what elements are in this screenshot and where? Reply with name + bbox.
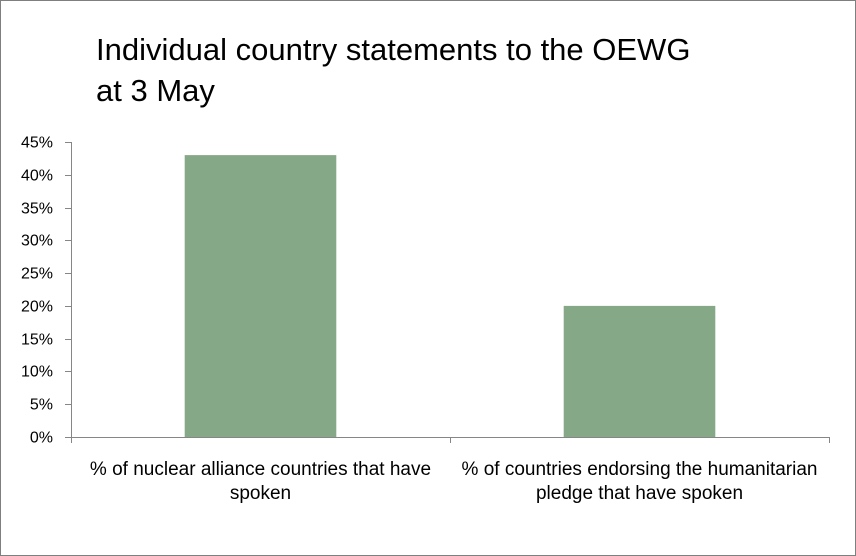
y-tick-labels: 0% 5% 10% 15% 20% 25% 30% 35% 40% 45% <box>21 135 53 447</box>
y-tick-label-5: 25% <box>21 266 53 283</box>
category-label-1: % of nuclear alliance countries that hav… <box>89 459 432 504</box>
y-tick-label-8: 40% <box>21 168 53 185</box>
y-tick-label-9: 45% <box>21 135 53 152</box>
y-tick-label-1: 5% <box>30 397 53 414</box>
chart-title: Individual country statements to the OEW… <box>96 32 691 108</box>
bar-1 <box>184 155 337 437</box>
bar-2 <box>563 305 716 437</box>
y-tick-label-0: 0% <box>30 430 53 447</box>
category-label-2: % of countries endorsing the humanitaria… <box>461 459 818 504</box>
y-tick-label-4: 20% <box>21 299 53 316</box>
y-tick-label-7: 35% <box>21 201 53 218</box>
y-tick-label-6: 30% <box>21 233 53 250</box>
y-tick-label-3: 15% <box>21 332 53 349</box>
axes-group <box>65 142 830 443</box>
bar-group <box>184 155 716 437</box>
y-tick-label-2: 10% <box>21 364 53 381</box>
